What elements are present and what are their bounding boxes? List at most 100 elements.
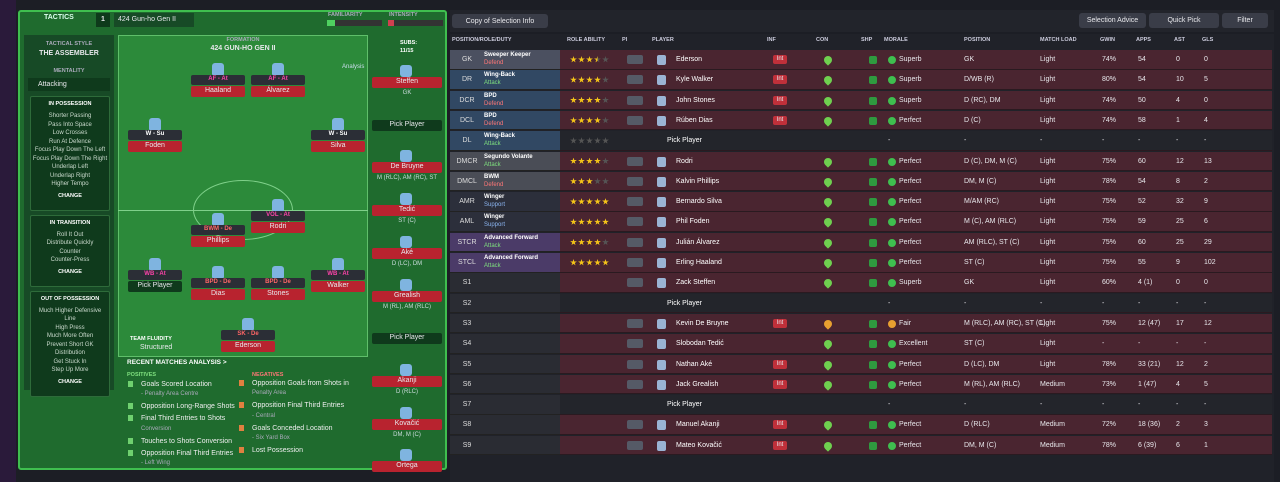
- sub-name[interactable]: De Bruyne: [372, 162, 442, 174]
- player-shirt: [212, 63, 224, 75]
- player-name[interactable]: Kalvin Phillips: [676, 177, 720, 185]
- apps: 58: [1138, 116, 1146, 124]
- morale: Perfect: [899, 360, 922, 368]
- morale-icon: [888, 319, 896, 328]
- player-name[interactable]: Walker: [311, 281, 365, 292]
- slot-code: S2: [462, 299, 472, 307]
- star: [578, 76, 585, 83]
- morale-icon: [888, 76, 896, 85]
- player-name[interactable]: Haaland: [191, 86, 245, 97]
- morale: Perfect: [899, 218, 922, 226]
- player-name[interactable]: Slobodan Tedić: [676, 340, 724, 348]
- player-name[interactable]: Foden: [128, 141, 182, 152]
- change-button[interactable]: CHANGE: [58, 268, 82, 275]
- analysis-item: - Six Yard Box: [252, 434, 290, 441]
- role-name[interactable]: BWM: [484, 173, 499, 180]
- player-name[interactable]: Manuel Akanji: [676, 421, 720, 429]
- advice-button[interactable]: Selection Advice: [1079, 13, 1146, 28]
- tactic-name[interactable]: 424 Gun-ho Gen II: [114, 13, 194, 27]
- sub-name[interactable]: Kovačić: [372, 418, 442, 430]
- player-name[interactable]: Mateo Kovačić: [676, 441, 722, 449]
- sub-name[interactable]: Pick Player: [372, 333, 442, 345]
- change-button[interactable]: CHANGE: [58, 378, 82, 385]
- goals: 12: [1204, 319, 1212, 327]
- tactics-label[interactable]: TACTICS: [44, 14, 74, 21]
- player-name[interactable]: Pick Player: [128, 281, 182, 292]
- role-name[interactable]: Winger: [484, 194, 505, 201]
- player-name[interactable]: Pick Player: [667, 299, 703, 307]
- player-name[interactable]: Jack Grealish: [676, 380, 719, 388]
- star: [594, 157, 601, 164]
- sub-name[interactable]: Tedić: [372, 205, 442, 217]
- sub-name[interactable]: Aké: [372, 247, 442, 259]
- player-name[interactable]: Phil Foden: [676, 218, 710, 226]
- player-name[interactable]: Nathan Aké: [676, 360, 713, 368]
- role-duty: Attack: [484, 161, 501, 168]
- role-name[interactable]: Segundo Volante: [484, 153, 533, 160]
- role-cell: [450, 171, 560, 192]
- player-name[interactable]: Álvarez: [251, 86, 305, 97]
- role-name[interactable]: Wing-Back: [484, 72, 515, 79]
- table-row: [560, 70, 1272, 90]
- copy-button[interactable]: Copy of Selection Info: [452, 14, 548, 28]
- table-row: [560, 232, 1272, 253]
- player-name[interactable]: Rodri: [676, 157, 693, 165]
- change-button[interactable]: CHANGE: [58, 192, 82, 199]
- player-name[interactable]: Bernardo Silva: [676, 198, 722, 206]
- section-title: IN TRANSITION: [49, 219, 91, 226]
- match-load: Light: [1040, 177, 1056, 185]
- player-name[interactable]: Dias: [191, 289, 245, 300]
- analysis-toggle[interactable]: Analysis: [342, 64, 365, 70]
- positions: D (C): [964, 116, 981, 124]
- player-name[interactable]: Rodri: [251, 222, 305, 233]
- table-row: [560, 131, 1272, 151]
- role-name[interactable]: BPD: [484, 92, 497, 99]
- quick-button[interactable]: Quick Pick: [1149, 13, 1219, 28]
- player-name[interactable]: Pick Player: [667, 137, 703, 145]
- player-name[interactable]: Kevin De Bruyne: [676, 319, 729, 327]
- role-ability: [570, 238, 610, 247]
- role-name[interactable]: Advanced Forward: [484, 255, 539, 261]
- apps: 33 (21): [1138, 360, 1161, 368]
- player-name[interactable]: Phillips: [191, 236, 245, 247]
- role-name[interactable]: BPD: [484, 112, 497, 119]
- tactic-slot[interactable]: 1: [96, 13, 110, 27]
- sub-name[interactable]: Ortega: [372, 461, 442, 473]
- star: [578, 259, 585, 266]
- player-name[interactable]: Zack Steffen: [676, 279, 716, 287]
- player-shirt: [332, 258, 344, 270]
- player-name[interactable]: Stones: [251, 289, 305, 300]
- role-name[interactable]: Wing-Back: [484, 133, 515, 140]
- column-header: MORALE: [884, 37, 908, 43]
- player-name[interactable]: Julián Álvarez: [676, 238, 720, 246]
- player-name[interactable]: Silva: [311, 141, 365, 152]
- sub-shirt: [400, 65, 412, 77]
- role-name[interactable]: Sweeper Keeper: [484, 52, 531, 58]
- role-name[interactable]: Winger: [484, 214, 505, 221]
- role-name[interactable]: Advanced Forward: [484, 234, 539, 241]
- gwin: 75%: [1102, 218, 1117, 226]
- player-name[interactable]: Ederson: [676, 56, 703, 63]
- player-name[interactable]: Ederson: [221, 341, 275, 352]
- analysis-item: Opposition Goals from Shots in: [252, 380, 349, 387]
- player-name[interactable]: Pick Player: [667, 401, 703, 409]
- slot-code: DMCL: [457, 177, 477, 185]
- slot-code: S8: [462, 421, 472, 429]
- sub-name[interactable]: Grealish: [372, 290, 442, 302]
- sub-name[interactable]: Steffen: [372, 77, 442, 88]
- sub-name[interactable]: Pick Player: [372, 119, 442, 131]
- player-name[interactable]: Rúben Dias: [676, 116, 713, 124]
- mentality-select[interactable]: Attacking: [28, 78, 110, 91]
- sub-position: M (RL), AM (RLC): [383, 303, 431, 310]
- inf-badge: Int: [773, 75, 787, 85]
- star: [570, 157, 577, 164]
- filter-button[interactable]: Filter: [1222, 13, 1268, 28]
- player-name[interactable]: Erling Haaland: [676, 259, 722, 266]
- column-header: GWIN: [1100, 37, 1115, 43]
- shp-icon: [869, 279, 877, 288]
- player-name[interactable]: Kyle Walker: [676, 76, 714, 84]
- sub-name[interactable]: Akanji: [372, 375, 442, 387]
- role-cell: [450, 151, 560, 171]
- player-name[interactable]: John Stones: [676, 96, 715, 104]
- assists: 10: [1176, 76, 1184, 84]
